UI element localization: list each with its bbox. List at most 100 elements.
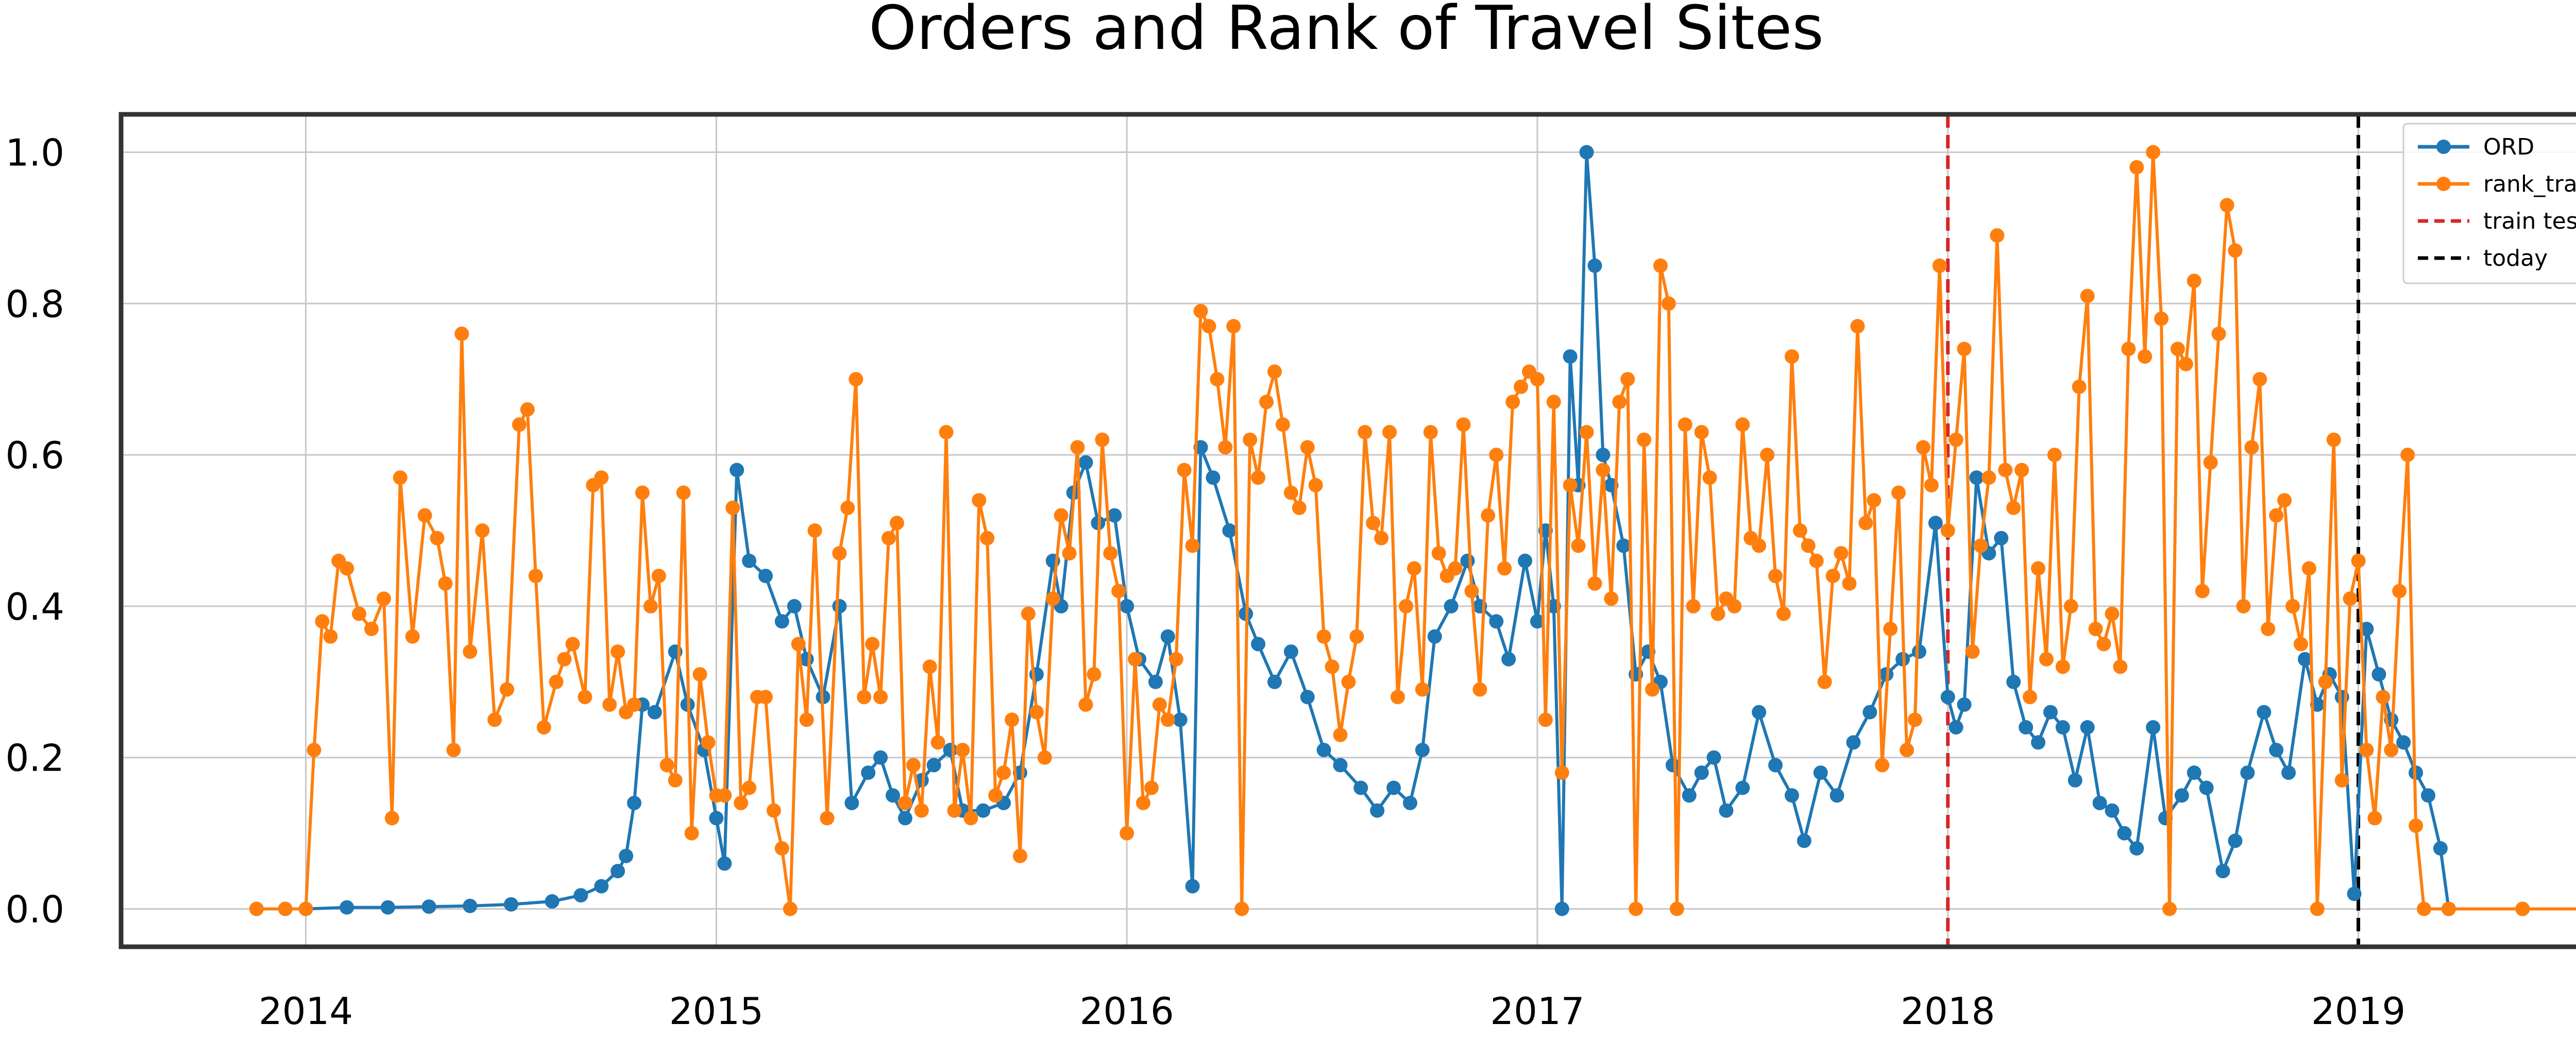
data-point-rank-travel: [897, 795, 912, 810]
data-point-ord: [545, 894, 560, 909]
data-point-rank-travel: [602, 697, 617, 712]
data-point-ord: [1460, 553, 1475, 568]
data-point-ord: [1333, 758, 1348, 773]
legend-label-ord: ORD: [2483, 134, 2534, 160]
legend-label-rank-travel: rank_travel: [2483, 171, 2576, 197]
data-point-ord: [1928, 516, 1943, 531]
data-point-rank-travel: [1391, 690, 1405, 705]
data-point-rank-travel: [2277, 493, 2292, 508]
data-point-ord: [1813, 765, 1828, 780]
data-point-rank-travel: [1054, 508, 1069, 523]
data-point-rank-travel: [2252, 372, 2267, 387]
data-point-rank-travel: [1152, 697, 1167, 712]
data-point-rank-travel: [1062, 546, 1077, 561]
data-point-ord: [2228, 833, 2243, 848]
data-point-ord: [1768, 758, 1783, 773]
data-point-rank-travel: [1078, 697, 1093, 712]
y-tick-label: 0.0: [5, 888, 64, 931]
data-point-ord: [1940, 690, 1955, 705]
series-line-rank-travel: [256, 150, 2576, 911]
data-point-rank-travel: [405, 629, 420, 644]
data-point-rank-travel: [988, 788, 1003, 803]
data-point-rank-travel: [2301, 561, 2316, 576]
data-point-rank-travel: [2187, 274, 2201, 288]
data-point-rank-travel: [1095, 432, 1110, 447]
data-point-rank-travel: [249, 901, 264, 916]
data-point-rank-travel: [1283, 485, 1298, 500]
data-point-rank-travel: [1727, 599, 1742, 613]
data-point-rank-travel: [2080, 288, 2095, 303]
data-point-ord: [1120, 599, 1134, 613]
data-point-rank-travel: [1087, 667, 1101, 682]
data-point-ord: [787, 599, 802, 613]
data-point-rank-travel: [454, 327, 469, 341]
data-point-ord: [1969, 470, 1984, 485]
y-tick-label: 0.4: [5, 585, 64, 628]
series-rank-travel: [249, 145, 2576, 916]
legend-marker-ord: [2436, 140, 2451, 154]
y-tick-label: 1.0: [5, 131, 64, 174]
data-point-rank-travel: [832, 546, 847, 561]
data-point-ord: [730, 463, 744, 478]
data-point-ord: [2215, 864, 2230, 879]
plot-frame: [118, 112, 2576, 949]
data-point-rank-travel: [1325, 659, 1340, 674]
data-point-rank-travel: [2326, 432, 2341, 447]
data-point-rank-travel: [996, 765, 1011, 780]
data-point-rank-travel: [1013, 848, 1027, 863]
data-point-rank-travel: [1908, 712, 1922, 727]
data-point-rank-travel: [377, 591, 391, 606]
data-point-ord: [2055, 720, 2070, 735]
data-point-rank-travel: [1932, 258, 1947, 273]
data-point-rank-travel: [1308, 478, 1323, 492]
data-point-rank-travel: [1259, 395, 1274, 410]
data-point-rank-travel: [1620, 372, 1635, 387]
data-point-ord: [1530, 614, 1545, 629]
data-point-rank-travel: [430, 531, 445, 545]
data-point-ord: [1682, 788, 1697, 803]
data-point-ord: [1267, 674, 1282, 689]
data-point-rank-travel: [2023, 690, 2038, 705]
data-point-ord: [1694, 765, 1709, 780]
data-point-rank-travel: [922, 659, 937, 674]
x-tick-label: 2015: [669, 990, 764, 1033]
data-point-rank-travel: [2441, 901, 2456, 916]
data-point-ord: [742, 553, 757, 568]
data-point-rank-travel: [1292, 500, 1307, 515]
data-point-rank-travel: [446, 743, 461, 757]
data-point-ord: [886, 788, 900, 803]
data-point-rank-travel: [1587, 576, 1602, 591]
data-point-rank-travel: [1243, 432, 1258, 447]
data-point-ord: [1185, 879, 1200, 894]
data-point-ord: [1501, 652, 1516, 667]
data-point-rank-travel: [1875, 758, 1890, 773]
data-point-rank-travel: [487, 712, 502, 727]
data-point-rank-travel: [783, 901, 798, 916]
data-point-ord: [2043, 705, 2058, 720]
data-point-rank-travel: [1858, 516, 1873, 531]
data-point-rank-travel: [758, 690, 773, 705]
data-point-rank-travel: [1136, 795, 1150, 810]
data-point-rank-travel: [512, 417, 527, 432]
data-point-ord: [1148, 674, 1163, 689]
data-point-ord: [463, 898, 478, 913]
data-point-ord: [2006, 674, 2021, 689]
data-point-ord: [2146, 720, 2161, 735]
data-point-ord: [1719, 803, 1734, 818]
data-point-rank-travel: [774, 841, 789, 856]
data-point-rank-travel: [1867, 493, 1882, 508]
data-point-ord: [2199, 780, 2214, 795]
data-point-ord: [1078, 455, 1093, 470]
data-point-rank-travel: [1785, 349, 1799, 364]
series-line-ord: [256, 150, 2576, 911]
data-point-rank-travel: [1218, 440, 1233, 455]
data-point-rank-travel: [352, 606, 367, 621]
data-point-rank-travel: [742, 780, 757, 795]
data-point-rank-travel: [692, 667, 707, 682]
data-point-ord: [2396, 735, 2411, 750]
data-point-ord: [1785, 788, 1799, 803]
data-point-rank-travel: [393, 470, 408, 485]
data-point-rank-travel: [1045, 591, 1060, 606]
data-point-ord: [774, 614, 789, 629]
data-point-ord: [1752, 705, 1767, 720]
